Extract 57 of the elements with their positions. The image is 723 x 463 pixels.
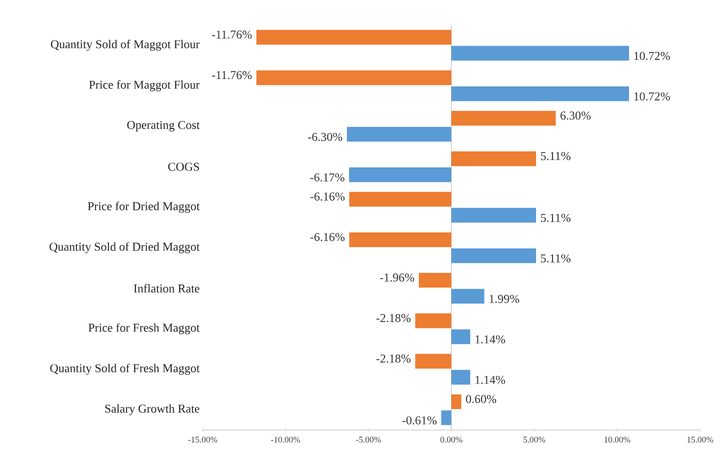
bar	[441, 410, 452, 426]
data-label: 1.99%	[490, 294, 520, 303]
y-tick-label: Inflation Rate	[134, 284, 200, 293]
data-label: -2.18%	[376, 354, 411, 363]
bar	[256, 30, 452, 45]
bar	[349, 167, 452, 182]
x-tick-label: 15.00%	[687, 436, 714, 443]
data-label: 1.14%	[476, 335, 506, 344]
bar	[349, 232, 452, 248]
data-label: -2.18%	[376, 314, 411, 322]
x-tick-label: 10.00%	[604, 436, 630, 443]
bar	[451, 46, 630, 61]
data-label: 10.72%	[634, 92, 670, 100]
data-label: 6.30%	[560, 112, 591, 120]
y-tick-label: Quantity Sold of Dried Maggot	[50, 242, 200, 254]
y-tick-label: Price for Fresh Maggot	[88, 323, 200, 334]
bar	[451, 329, 470, 344]
data-label: 5.11%	[541, 254, 570, 262]
x-tick-label: 5.00%	[524, 436, 546, 443]
bar	[451, 288, 484, 304]
bar	[256, 70, 452, 86]
y-tick-label: Price for Maggot Flour	[89, 80, 200, 92]
y-tick-label: Quantity Sold of Fresh Maggot	[50, 364, 200, 375]
data-label: -6.16%	[310, 232, 345, 242]
data-label: -6.30%	[308, 132, 342, 141]
x-tick-label: -5.00%	[356, 436, 381, 443]
data-label: -6.17%	[310, 173, 344, 182]
data-label: -11.76%	[212, 30, 252, 39]
bar	[451, 110, 556, 126]
bar	[346, 126, 452, 142]
bar	[451, 370, 470, 385]
x-tick-label: 0.00%	[440, 436, 462, 443]
data-label: 5.11%	[541, 152, 570, 160]
bar	[451, 248, 536, 264]
y-tick-label: Quantity Sold of Maggot Flour	[50, 40, 200, 51]
data-label: -11.76%	[212, 71, 252, 80]
bar	[451, 86, 630, 102]
bar	[451, 394, 462, 410]
bar	[415, 313, 452, 328]
data-label: -0.61%	[402, 416, 437, 424]
data-label: 5.11%	[541, 214, 570, 222]
data-label: -1.96%	[380, 273, 414, 282]
x-tick-label: -15.00%	[188, 436, 218, 443]
bar	[418, 272, 452, 288]
bar	[451, 151, 536, 166]
data-label: -6.16%	[310, 192, 345, 201]
data-label: 0.60%	[466, 394, 496, 404]
data-label: 10.72%	[634, 52, 670, 60]
y-tick-label: Operating Cost	[127, 120, 200, 132]
bar	[451, 208, 536, 223]
bar	[415, 354, 452, 369]
y-tick-label: Price for Dried Maggot	[88, 202, 200, 213]
data-label: 1.14%	[476, 376, 506, 384]
bar	[349, 192, 452, 207]
y-tick-label: COGS	[168, 162, 199, 171]
x-tick-label: -10.00%	[271, 436, 300, 443]
y-tick-label: Salary Growth Rate	[105, 404, 200, 416]
